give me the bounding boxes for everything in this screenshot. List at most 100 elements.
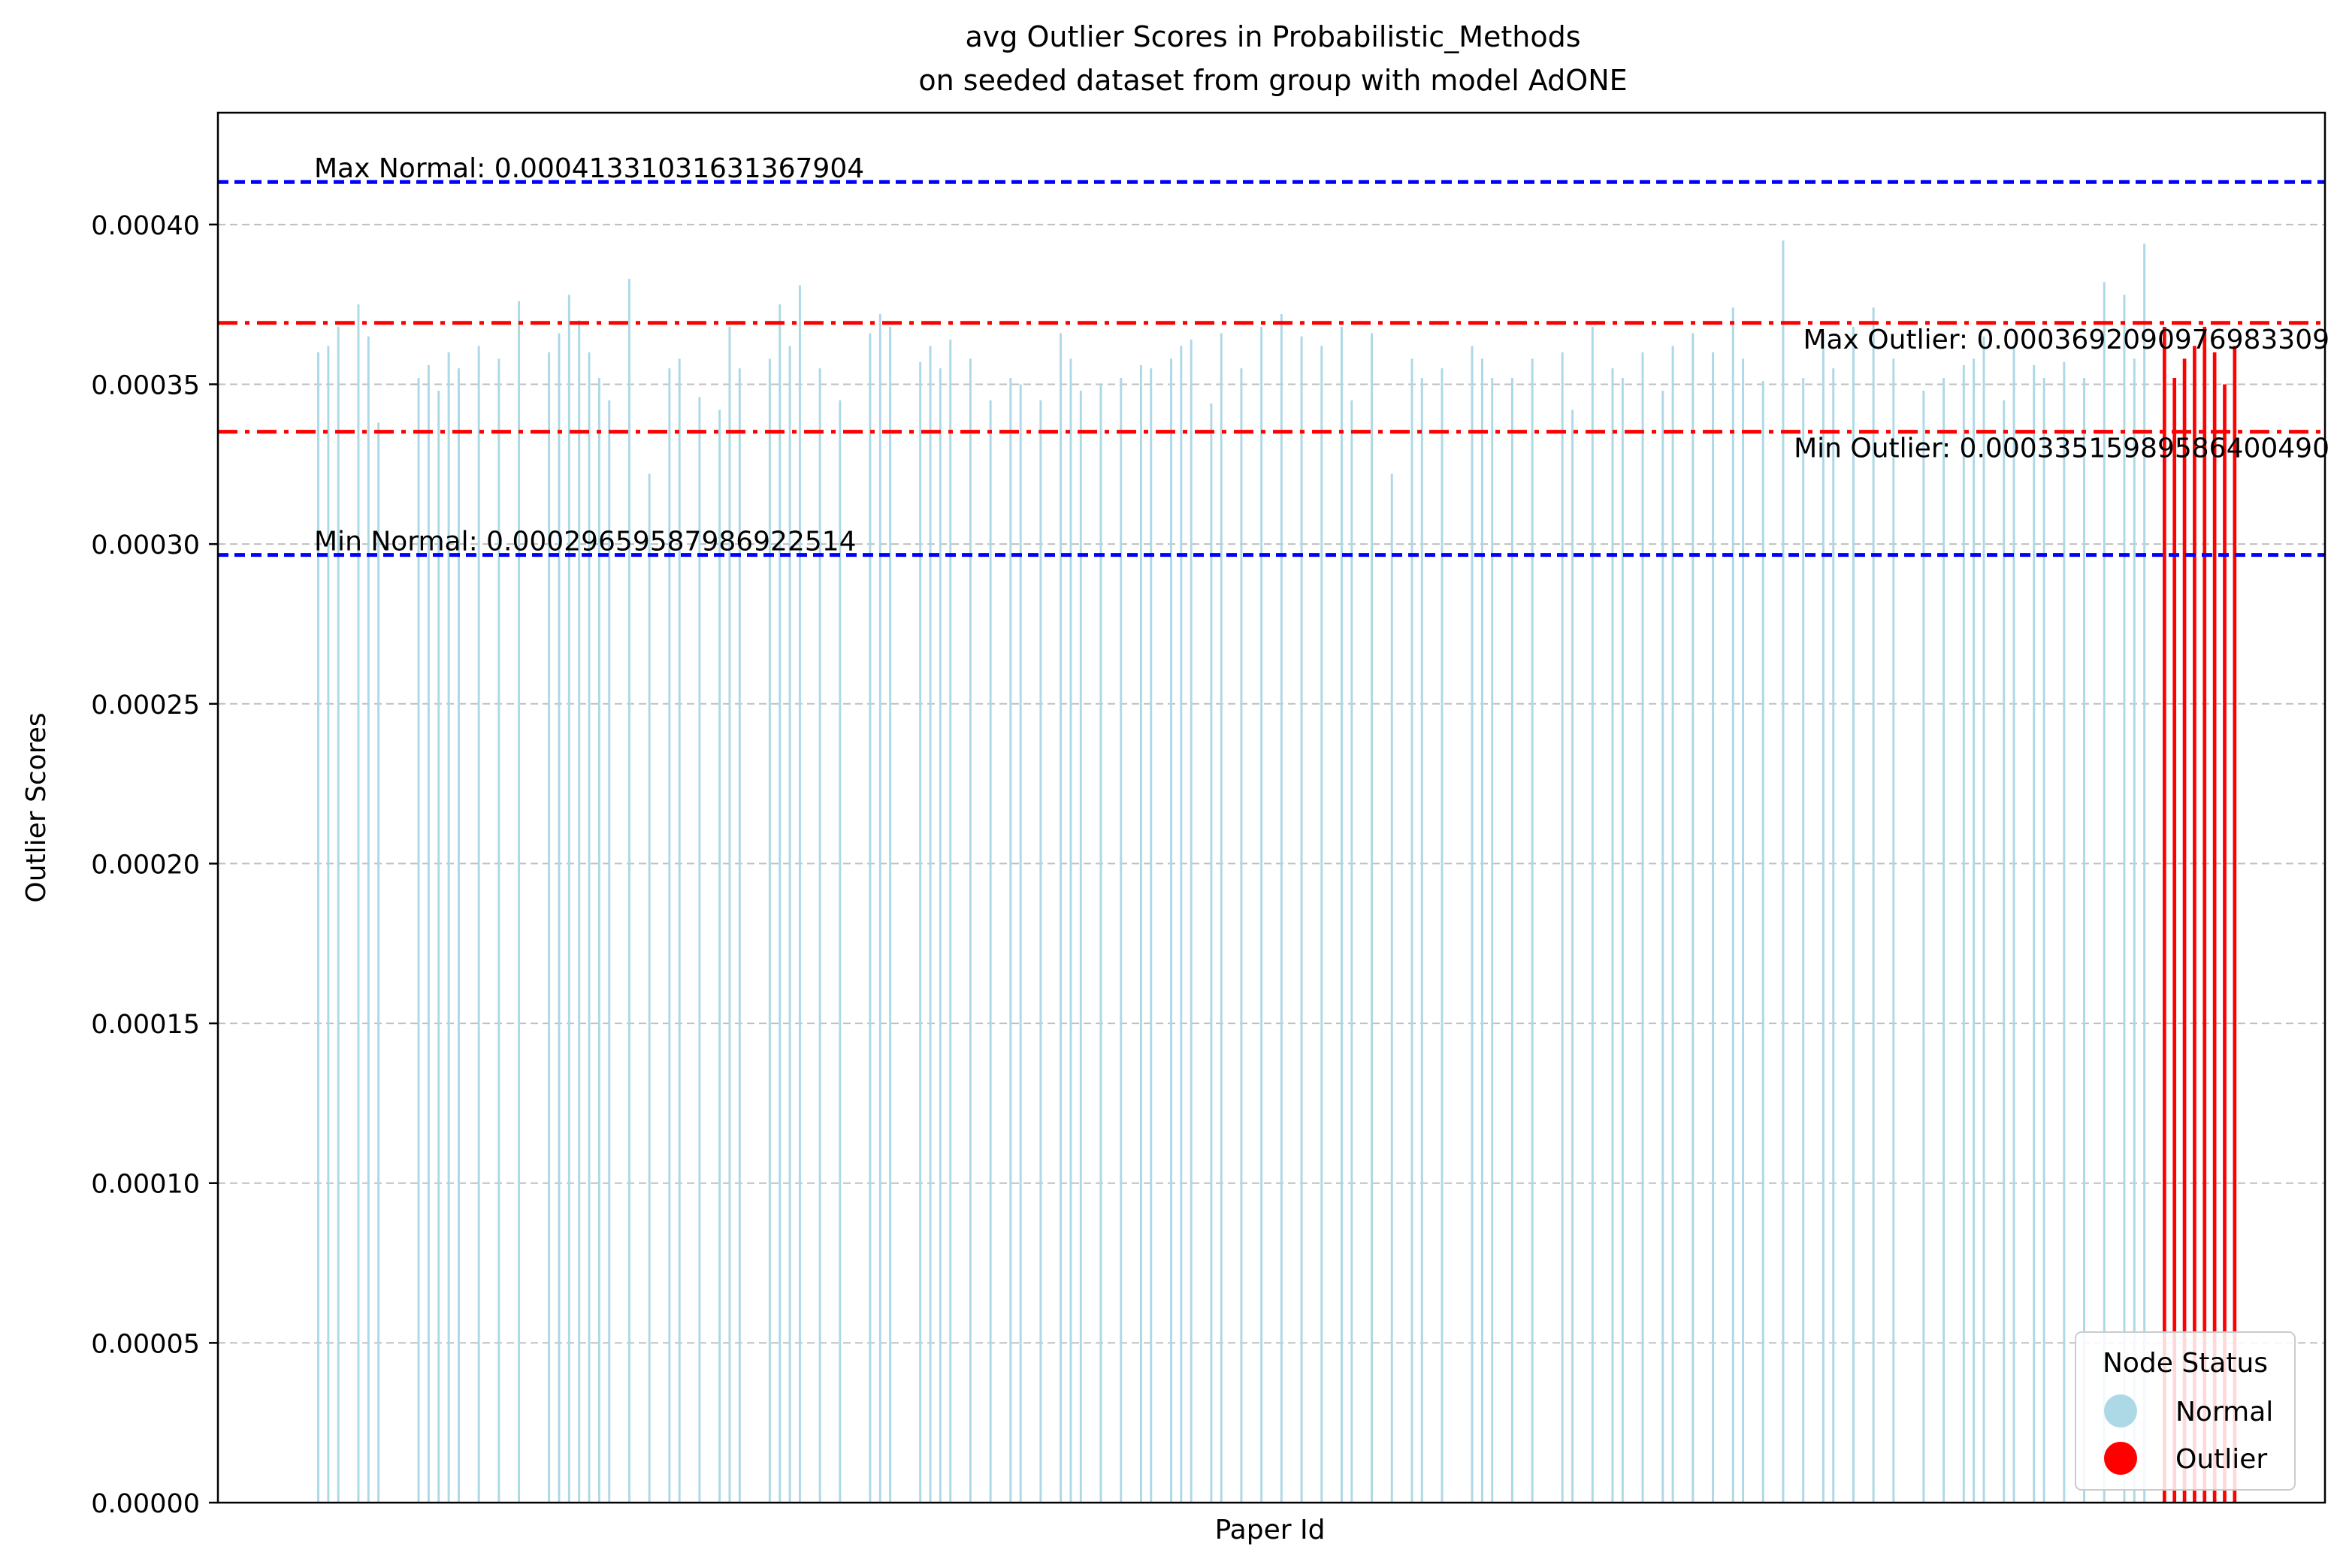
- chart-title-line-2: on seeded dataset from group with model …: [918, 64, 1627, 97]
- bar-normal: [1210, 403, 1213, 1503]
- bar-normal: [1039, 400, 1042, 1503]
- bar-normal: [768, 358, 771, 1503]
- bar-normal: [1390, 473, 1393, 1503]
- bar-normal: [337, 326, 340, 1503]
- bar-normal: [548, 352, 551, 1503]
- bar-normal: [588, 352, 591, 1503]
- bar-normal: [1641, 352, 1644, 1503]
- bar-normal: [627, 279, 630, 1503]
- bar-outlier: [2172, 377, 2177, 1503]
- bar-normal: [1019, 384, 1022, 1503]
- bar-normal: [1982, 336, 1985, 1503]
- bar-normal: [457, 368, 460, 1503]
- bar-normal: [889, 326, 892, 1503]
- bar-normal: [839, 400, 842, 1503]
- bar-normal: [919, 361, 922, 1503]
- bar-normal: [1371, 333, 1373, 1503]
- y-tick-label: 0.00035: [91, 370, 200, 400]
- bar-normal: [2133, 358, 2136, 1503]
- bar-normal: [578, 320, 581, 1503]
- bar-normal: [1872, 307, 1875, 1503]
- bar-normal: [2003, 400, 2006, 1503]
- bar-normal: [2143, 243, 2146, 1503]
- bar-outlier: [2182, 358, 2187, 1503]
- y-axis-label: Outlier Scores: [21, 712, 52, 902]
- bar-normal: [597, 377, 600, 1503]
- bar-normal: [668, 368, 671, 1503]
- bar-normal: [698, 397, 701, 1503]
- bars: [317, 240, 2237, 1503]
- bar-normal: [447, 352, 450, 1503]
- y-tick-label: 0.00020: [91, 850, 200, 880]
- bar-normal: [377, 422, 380, 1503]
- bar-normal: [1611, 368, 1614, 1503]
- bar-normal: [648, 473, 651, 1503]
- y-tick-label: 0.00040: [91, 211, 200, 241]
- bar-normal: [738, 368, 741, 1503]
- bar-normal: [1099, 384, 1102, 1503]
- bar-normal: [989, 400, 992, 1503]
- y-tick-label: 0.00000: [91, 1489, 200, 1519]
- bar-outlier: [2202, 326, 2207, 1503]
- bar-normal: [317, 352, 319, 1503]
- bar-normal: [798, 285, 801, 1503]
- legend-swatch-normal: [2104, 1394, 2137, 1428]
- bar-normal: [1410, 358, 1413, 1503]
- legend-title: Node Status: [2103, 1348, 2268, 1379]
- bar-normal: [1471, 346, 1474, 1503]
- bar-normal: [1561, 352, 1564, 1503]
- reference-lines: Max Normal: 0.00041331031631367904 Min No…: [218, 153, 2329, 557]
- bar-normal: [477, 346, 480, 1503]
- bar-normal: [1692, 333, 1695, 1503]
- bar-normal: [1531, 358, 1534, 1503]
- bar-outlier: [2193, 346, 2196, 1503]
- bar-normal: [2063, 361, 2066, 1503]
- bar-normal: [1973, 358, 1976, 1503]
- bar-normal: [1300, 336, 1303, 1503]
- bar-normal: [1150, 368, 1153, 1503]
- bar-normal: [1480, 358, 1483, 1503]
- bar-normal: [437, 391, 440, 1503]
- bar-normal: [1761, 381, 1764, 1503]
- x-axis-label: Paper Id: [1215, 1515, 1326, 1545]
- bar-normal: [1220, 333, 1223, 1503]
- bar-outlier: [2212, 352, 2217, 1503]
- bar-normal: [558, 333, 561, 1503]
- chart-title-line-1: avg Outlier Scores in Probabilistic_Meth…: [965, 20, 1580, 53]
- bar-normal: [2103, 282, 2106, 1503]
- bar-normal: [1802, 377, 1805, 1503]
- bar-normal: [1009, 377, 1012, 1503]
- bar-normal: [2012, 346, 2015, 1503]
- bar-normal: [518, 301, 521, 1503]
- bar-normal: [1742, 358, 1745, 1503]
- reference-line-label: Max Normal: 0.00041331031631367904: [314, 153, 864, 184]
- bar-normal: [2083, 377, 2086, 1503]
- y-tick-label: 0.00015: [91, 1010, 200, 1040]
- bar-normal: [969, 358, 972, 1503]
- bar-normal: [1350, 400, 1353, 1503]
- bar-normal: [1491, 377, 1494, 1503]
- bar-normal: [1510, 377, 1513, 1503]
- bar-normal: [2123, 295, 2126, 1503]
- bar-normal: [2042, 377, 2045, 1503]
- bar-normal: [878, 313, 881, 1503]
- bar-normal: [678, 358, 681, 1503]
- bar-normal: [1731, 307, 1734, 1503]
- bar-normal: [1240, 368, 1243, 1503]
- bar-outlier: [2233, 346, 2237, 1503]
- bar-normal: [497, 358, 500, 1503]
- bar-normal: [1671, 346, 1674, 1503]
- bar-normal: [1441, 368, 1444, 1503]
- bar-normal: [1340, 326, 1343, 1503]
- bar-outlier: [2223, 384, 2227, 1503]
- bar-normal: [567, 295, 570, 1503]
- bar-normal: [949, 339, 952, 1503]
- bar-normal: [1280, 313, 1283, 1503]
- bar-normal: [1852, 326, 1855, 1503]
- bar-normal: [728, 326, 731, 1503]
- bar-normal: [417, 377, 420, 1503]
- bar-normal: [357, 304, 360, 1503]
- y-tick-label: 0.00030: [91, 530, 200, 560]
- y-tick-label: 0.00025: [91, 690, 200, 721]
